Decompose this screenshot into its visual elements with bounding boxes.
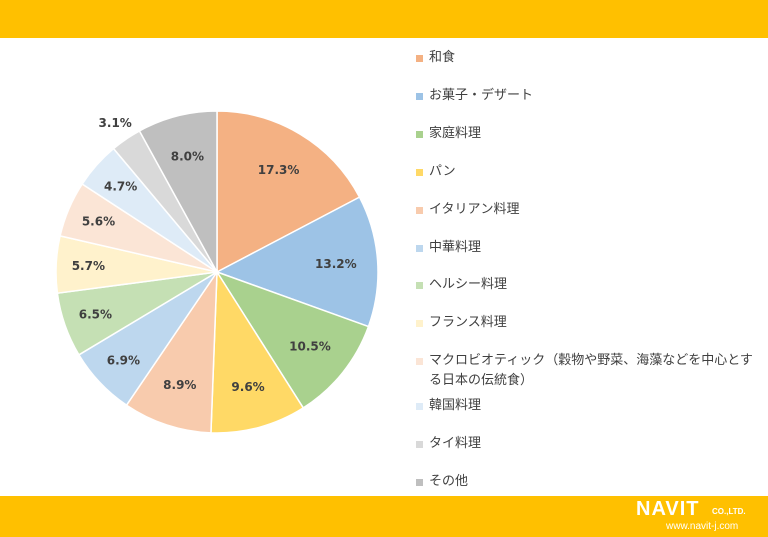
legend-item: 中華料理	[416, 238, 481, 258]
pie-slice	[210, 269, 305, 434]
legend-label: 中華料理	[429, 239, 482, 255]
legend-label: タイ料理	[429, 436, 482, 451]
legend-item: 韓国料理	[416, 396, 481, 416]
legend-swatch	[416, 206, 423, 214]
data-label: 5.7%	[72, 259, 105, 273]
legend-item: タイ料理	[416, 434, 481, 454]
data-label: 5.6%	[82, 215, 115, 229]
legend-label: その他	[429, 473, 469, 489]
pie-chart: 17.3% 13.2% 10.5% 9.6% 8.9% 6.9% 6.5% 5.7% 5.6% 4…	[55, 110, 379, 434]
navit-logo: NAVIT CO.,LTD. www.navit-j.com	[636, 499, 764, 533]
data-label: 13.2%	[315, 257, 357, 271]
legend-swatch	[416, 55, 423, 62]
legend-swatch	[416, 320, 423, 328]
legend-label: 韓国料理	[429, 398, 482, 414]
legend-swatch	[416, 441, 423, 448]
logo-brand: NAVIT	[636, 498, 700, 520]
legend-label: ヘルシー料理	[429, 277, 508, 293]
data-label: 4.7%	[104, 180, 137, 194]
pie-slice	[138, 110, 218, 273]
data-label: 6.5%	[79, 307, 112, 321]
pie-slice	[215, 270, 370, 409]
legend-label: イタリアン料理	[429, 201, 520, 217]
legend-item: 和食	[416, 48, 455, 68]
legend-item: その他	[416, 472, 468, 492]
footer-bar	[0, 496, 768, 537]
legend-item: ヘルシー料理	[416, 275, 507, 295]
legend-item: パン	[416, 162, 456, 182]
legend-swatch	[416, 478, 423, 486]
data-label: 8.0%	[171, 150, 204, 164]
data-label: 10.5%	[289, 339, 331, 353]
data-label: 3.1%	[99, 116, 132, 130]
legend-label: お菓子・デザート	[429, 87, 534, 103]
legend-item: マクロビオティック（穀物や野菜、海藻などを中心とする日本の伝統食）	[416, 351, 759, 391]
legend-label: マクロビオティック（穀物や野菜、海藻などを中心とする日本の伝統食）	[429, 353, 753, 389]
legend-swatch	[416, 282, 423, 290]
data-label: 9.6%	[231, 380, 264, 394]
logo-url: www.navit-j.com	[666, 521, 739, 532]
legend-label: フランス料理	[429, 315, 507, 331]
legend-label: 家庭料理	[429, 125, 482, 141]
legend-swatch	[416, 92, 423, 100]
legend-item: 家庭料理	[416, 124, 481, 144]
data-label: 8.9%	[163, 378, 196, 392]
legend-item: イタリアン料理	[416, 200, 519, 220]
data-label: 17.3%	[258, 163, 300, 177]
logo-suffix: CO.,LTD.	[712, 507, 746, 516]
legend-label: 和食	[429, 50, 456, 65]
pie-slice	[216, 110, 361, 274]
data-label: 6.9%	[107, 353, 140, 367]
legend-item: フランス料理	[416, 313, 507, 333]
legend-label: パン	[429, 163, 456, 179]
legend-item: お菓子・デザート	[416, 86, 533, 106]
legend-swatch	[416, 244, 423, 252]
legend-swatch	[416, 403, 423, 411]
legend-swatch	[416, 168, 423, 176]
pie-slice	[215, 196, 379, 328]
legend-swatch	[416, 130, 423, 138]
header-bar	[0, 0, 768, 38]
legend-swatch	[416, 358, 423, 366]
pie-slice	[125, 269, 218, 434]
